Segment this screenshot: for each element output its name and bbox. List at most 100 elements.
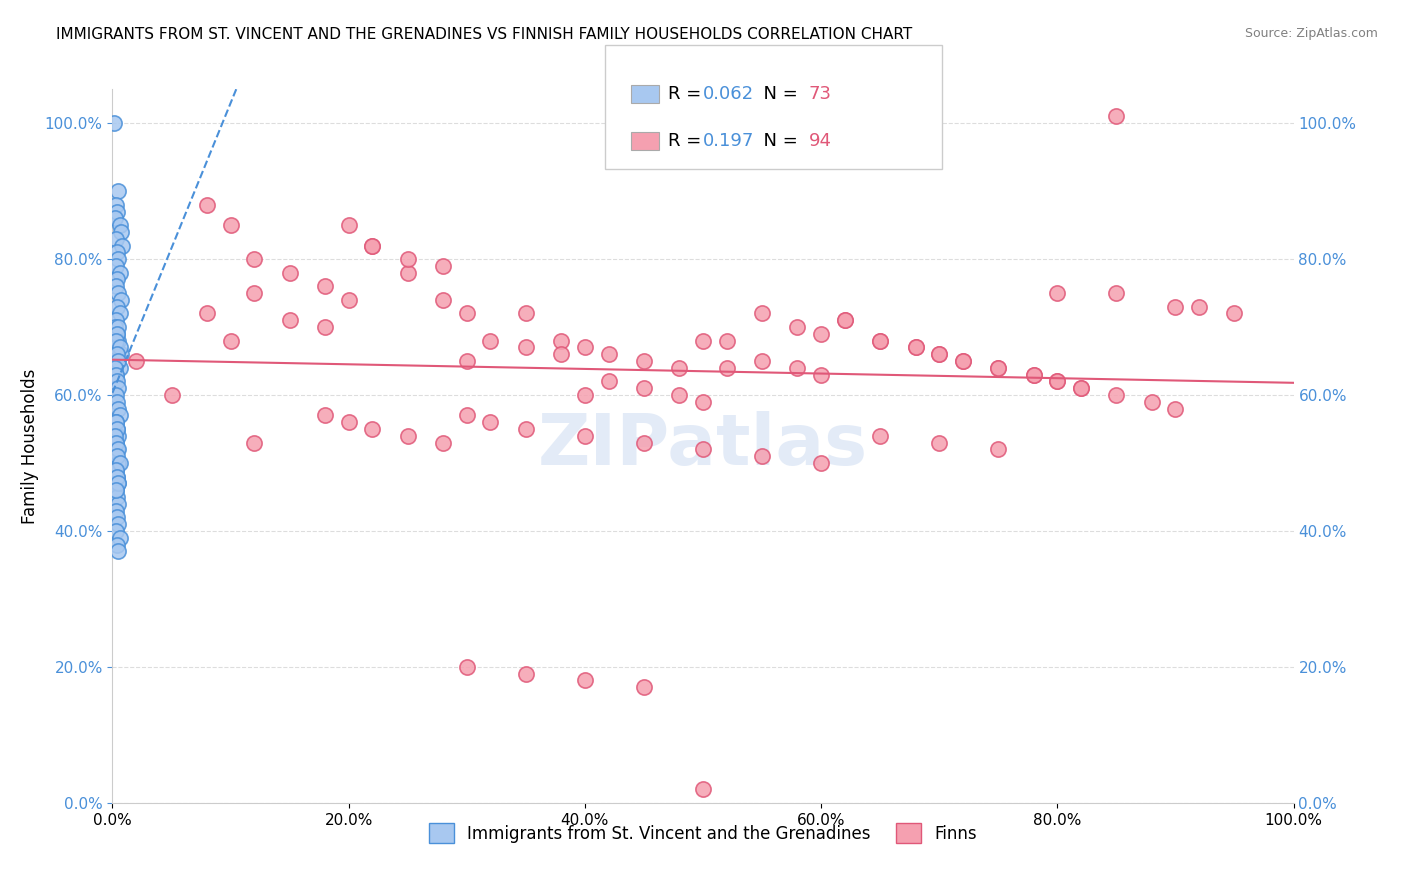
Point (396, 429, 419, 443)
Point (456, 306, 478, 320)
Point (668, 388, 690, 402)
Point (110, 347, 132, 361)
Point (105, 326, 128, 341)
Point (515, 341, 537, 355)
Legend: Immigrants from St. Vincent and the Grenadines, Finns: Immigrants from St. Vincent and the Gren… (420, 814, 986, 852)
Point (716, 360, 738, 375)
Point (107, 401, 129, 416)
Point (574, 429, 596, 443)
Point (692, 334, 714, 348)
Point (396, 266, 419, 280)
Point (105, 313, 128, 327)
Point (337, 218, 360, 232)
Point (105, 435, 128, 450)
Point (786, 320, 808, 334)
Point (456, 660, 478, 674)
Text: R =: R = (668, 86, 707, 103)
Point (1022, 368, 1045, 382)
Point (107, 442, 129, 457)
Point (834, 313, 856, 327)
Point (195, 306, 218, 320)
Point (107, 334, 129, 348)
Point (1188, 300, 1211, 314)
Point (105, 232, 128, 246)
Point (751, 449, 773, 463)
Point (105, 435, 128, 450)
Point (108, 456, 131, 470)
Point (107, 497, 129, 511)
Point (107, 354, 129, 368)
Point (104, 320, 127, 334)
Point (105, 510, 128, 524)
Point (598, 375, 620, 389)
Point (105, 368, 128, 382)
Point (243, 286, 266, 301)
Point (107, 320, 129, 334)
Point (125, 354, 148, 368)
Point (105, 341, 128, 355)
Text: 0.197: 0.197 (703, 132, 755, 150)
Point (107, 456, 129, 470)
Point (105, 422, 128, 436)
Point (1105, 388, 1128, 402)
Point (104, 449, 127, 463)
Point (361, 238, 384, 252)
Point (110, 225, 132, 239)
Point (108, 360, 131, 375)
Point (1022, 368, 1045, 382)
Point (834, 313, 856, 327)
Point (337, 415, 360, 429)
Point (1046, 286, 1069, 301)
Text: 94: 94 (808, 132, 831, 150)
Point (314, 409, 336, 423)
Point (810, 326, 832, 341)
Point (692, 442, 714, 457)
Point (987, 442, 1010, 457)
Point (987, 360, 1010, 375)
Point (105, 204, 128, 219)
Point (574, 673, 596, 688)
Point (105, 449, 128, 463)
Point (751, 306, 773, 320)
Point (1164, 300, 1187, 314)
Point (107, 252, 129, 266)
Point (104, 429, 127, 443)
Point (668, 360, 690, 375)
Point (361, 238, 384, 252)
Text: IMMIGRANTS FROM ST. VINCENT AND THE GRENADINES VS FINNISH FAMILY HOUSEHOLDS CORR: IMMIGRANTS FROM ST. VINCENT AND THE GREN… (56, 27, 912, 42)
Point (692, 394, 714, 409)
Point (314, 320, 336, 334)
Point (105, 469, 128, 483)
Point (278, 313, 301, 327)
Point (904, 341, 927, 355)
Point (107, 429, 129, 443)
Point (105, 279, 128, 293)
Text: N =: N = (752, 86, 804, 103)
Text: ZIPatlas: ZIPatlas (538, 411, 868, 481)
Point (110, 293, 132, 307)
Point (195, 198, 218, 212)
Point (108, 306, 131, 320)
Y-axis label: Family Households: Family Households (21, 368, 39, 524)
Point (810, 456, 832, 470)
Point (633, 354, 655, 368)
Point (107, 381, 129, 395)
Point (515, 666, 537, 681)
Point (786, 360, 808, 375)
Point (1046, 375, 1069, 389)
Point (105, 259, 128, 273)
Point (103, 116, 125, 130)
Point (432, 293, 454, 307)
Point (278, 266, 301, 280)
Point (1070, 381, 1092, 395)
Text: R =: R = (668, 132, 707, 150)
Point (1164, 401, 1187, 416)
Point (108, 531, 131, 545)
Point (1046, 375, 1069, 389)
Point (107, 544, 129, 558)
Point (105, 463, 128, 477)
Point (550, 334, 572, 348)
Point (104, 211, 127, 226)
Point (633, 435, 655, 450)
Point (105, 388, 128, 402)
